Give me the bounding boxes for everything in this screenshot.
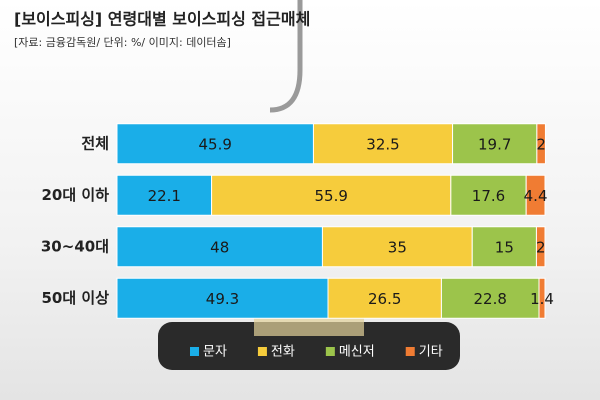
category-label: 전체 xyxy=(81,134,109,152)
bar-segment xyxy=(525,174,546,216)
bar-segment xyxy=(116,226,323,268)
legend-label: 메신저 xyxy=(339,345,375,360)
data-label: 35 xyxy=(388,238,407,256)
data-label: 19.7 xyxy=(478,135,511,153)
chart-title: [보이스피싱] 연령대별 보이스피싱 접근매체 xyxy=(14,10,310,29)
chart-subtitle: [자료: 금융감독원/ 단위: %/ 이미지: 데이터솜] xyxy=(14,36,231,49)
data-label: 22.1 xyxy=(148,187,181,205)
bar-segment xyxy=(471,226,537,268)
bar-segment xyxy=(450,174,527,216)
data-label: 2 xyxy=(536,238,546,256)
data-label: 26.5 xyxy=(368,290,401,308)
data-label: 55.9 xyxy=(315,187,348,205)
bar-segment xyxy=(440,277,540,319)
legend-swatch xyxy=(190,347,199,356)
data-label: 1.4 xyxy=(530,290,554,308)
legend-swatch xyxy=(405,347,415,356)
bar-segment xyxy=(312,123,454,165)
legend-label: 기타 xyxy=(419,345,443,360)
bar-segment xyxy=(452,123,538,165)
data-label: 32.5 xyxy=(366,135,399,153)
legend-label: 전화 xyxy=(271,345,295,360)
bar-segment xyxy=(321,226,473,268)
bar-segment xyxy=(538,277,546,319)
bar-segment xyxy=(536,123,546,165)
phone xyxy=(158,322,460,370)
data-label: 48 xyxy=(210,238,229,256)
data-label: 49.3 xyxy=(206,290,239,308)
legend-swatch xyxy=(257,347,267,356)
category-label: 30~40대 xyxy=(41,237,109,255)
data-label: 15 xyxy=(495,238,514,256)
bar-segment xyxy=(327,277,442,319)
bar-segment xyxy=(535,226,546,268)
data-label: 22.8 xyxy=(474,290,507,308)
bar-segment xyxy=(211,174,452,216)
category-label: 20대 이하 xyxy=(42,186,110,204)
data-label: 4.4 xyxy=(524,187,548,205)
data-label: 45.9 xyxy=(199,135,232,153)
bar-segment xyxy=(116,123,314,165)
data-label: 2 xyxy=(536,135,546,153)
bar-segment xyxy=(116,174,213,216)
hook xyxy=(269,0,303,113)
legend-swatch xyxy=(325,347,335,356)
legend-label: 문자 xyxy=(203,345,227,360)
data-label: 17.6 xyxy=(472,187,505,205)
bar-segment xyxy=(116,277,329,319)
category-label: 50대 이상 xyxy=(42,289,110,307)
